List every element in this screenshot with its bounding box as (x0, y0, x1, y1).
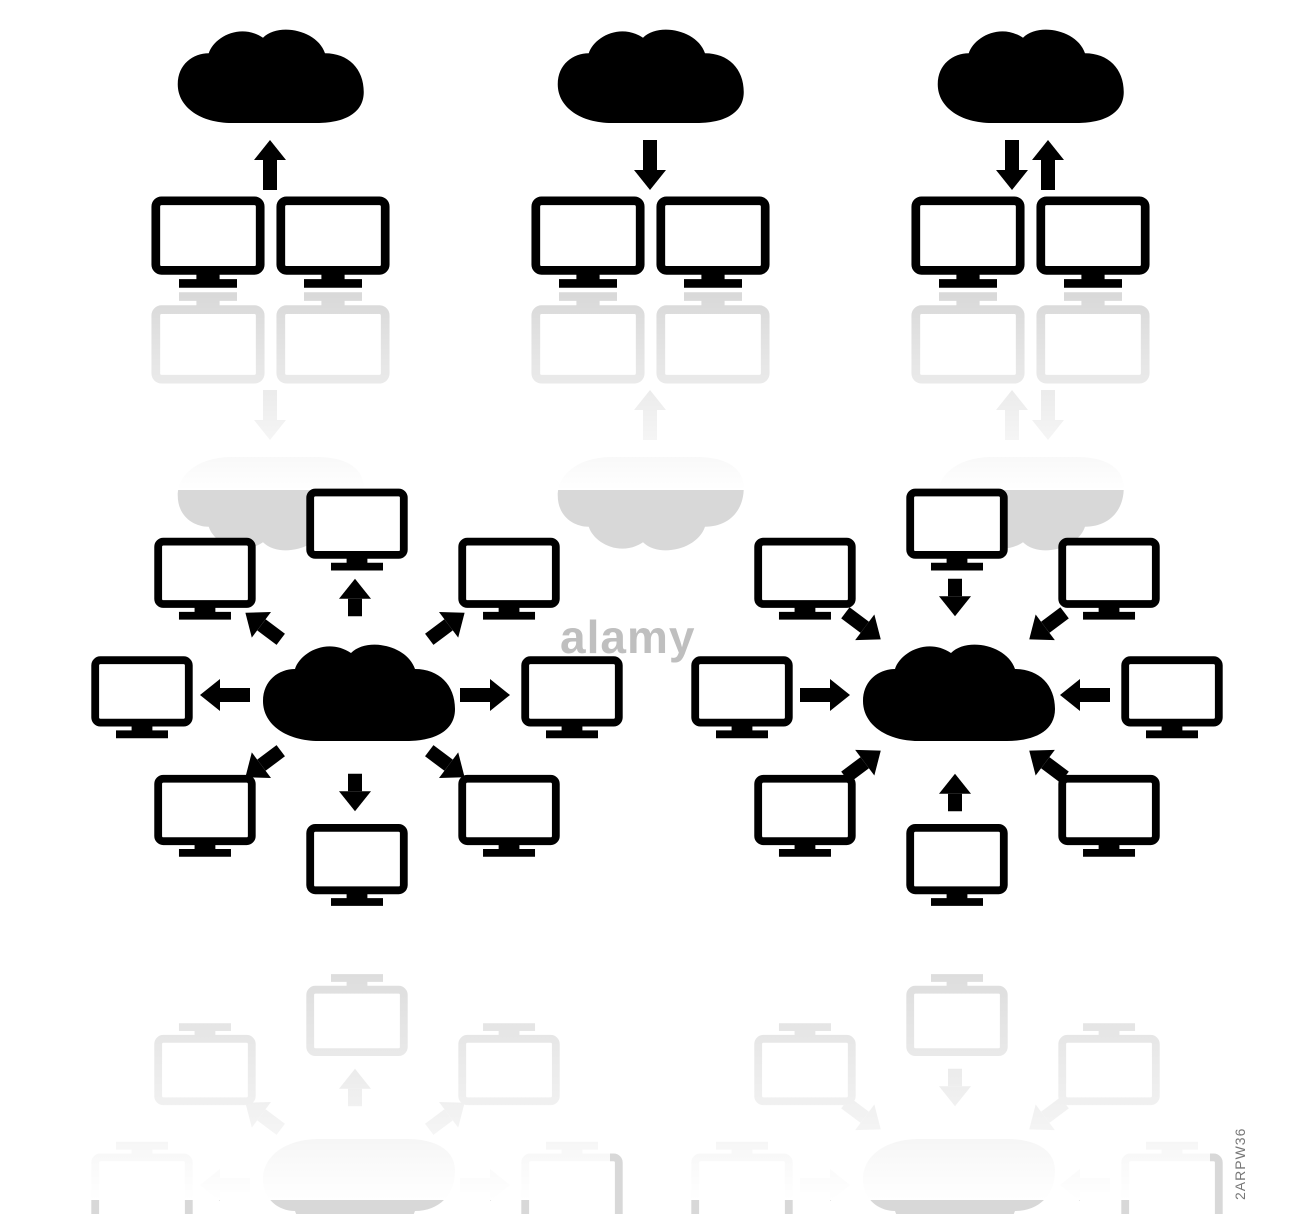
out-arrow-icon (339, 579, 371, 617)
monitor-icon (1041, 201, 1145, 288)
cloud-icon (938, 30, 1124, 123)
out-arrow-icon (200, 679, 250, 711)
down-arrow-icon (634, 140, 666, 190)
cloud-icon (863, 645, 1055, 741)
cloud-icon (263, 645, 455, 741)
down-arrow-icon (996, 140, 1028, 190)
in-arrow-icon (800, 679, 850, 711)
in-arrow-icon (1060, 679, 1110, 711)
monitor-icon (1125, 660, 1219, 738)
monitor-icon (310, 493, 404, 571)
in-arrow-icon (939, 579, 971, 617)
monitor-icon (758, 779, 852, 857)
monitor-icon (536, 201, 640, 288)
cloud-icon (178, 30, 364, 123)
download-icon-group (500, 30, 800, 510)
watermark-code: 2ARPW36 (1232, 1128, 1248, 1200)
monitor-icon (1062, 779, 1156, 857)
monitor-icon (1062, 542, 1156, 620)
monitor-icon (281, 201, 385, 288)
monitor-icon (158, 779, 252, 857)
monitor-icon (695, 660, 789, 738)
monitor-icon (158, 542, 252, 620)
monitor-icon (95, 660, 189, 738)
upload-icon-group (120, 30, 420, 510)
monitor-icon (310, 828, 404, 906)
up-arrow-icon (254, 140, 286, 190)
diagram-canvas: alamy 2ARPW36 (0, 0, 1300, 1214)
distribute-icon-group (90, 470, 610, 1210)
collect-icon-group (690, 470, 1210, 1210)
monitor-icon (916, 201, 1020, 288)
in-arrow-icon (939, 774, 971, 812)
monitor-icon (462, 779, 556, 857)
out-arrow-icon (339, 774, 371, 812)
monitor-icon (525, 660, 619, 738)
up-arrow-icon (1032, 140, 1064, 190)
out-arrow-icon (460, 679, 510, 711)
monitor-icon (156, 201, 260, 288)
watermark-brand: alamy (560, 610, 695, 664)
sync-icon-group (880, 30, 1180, 510)
monitor-icon (910, 828, 1004, 906)
monitor-icon (910, 493, 1004, 571)
monitor-icon (758, 542, 852, 620)
cloud-icon (558, 30, 744, 123)
monitor-icon (462, 542, 556, 620)
monitor-icon (661, 201, 765, 288)
